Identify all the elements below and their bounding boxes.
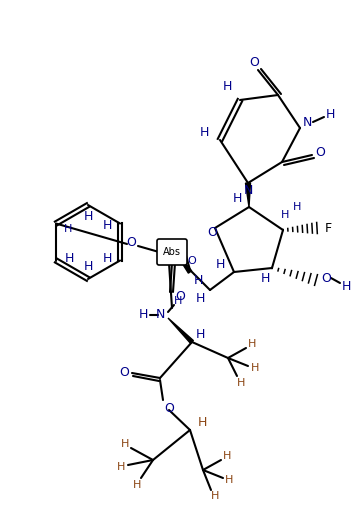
Text: H: H bbox=[102, 252, 112, 265]
Text: H: H bbox=[83, 260, 93, 274]
Text: H: H bbox=[102, 219, 112, 232]
Text: N: N bbox=[155, 309, 165, 321]
Text: O: O bbox=[249, 56, 259, 69]
Text: N: N bbox=[303, 116, 313, 128]
Polygon shape bbox=[245, 183, 250, 207]
Text: H: H bbox=[64, 224, 72, 234]
Text: H: H bbox=[64, 252, 74, 265]
Text: H: H bbox=[211, 491, 219, 501]
Text: F: F bbox=[325, 221, 332, 235]
Text: H: H bbox=[83, 210, 93, 224]
Text: H: H bbox=[251, 363, 259, 373]
Text: N: N bbox=[243, 184, 253, 197]
Text: O: O bbox=[126, 237, 136, 249]
Text: H: H bbox=[199, 126, 209, 139]
Text: H: H bbox=[293, 202, 301, 212]
Text: H: H bbox=[223, 451, 231, 461]
Text: O: O bbox=[175, 290, 185, 304]
Polygon shape bbox=[172, 247, 192, 273]
Text: H: H bbox=[222, 80, 232, 94]
FancyBboxPatch shape bbox=[157, 239, 187, 265]
Text: H: H bbox=[121, 439, 129, 449]
Text: O: O bbox=[164, 401, 174, 414]
Text: H: H bbox=[225, 475, 233, 485]
Text: H: H bbox=[133, 480, 141, 490]
Text: H: H bbox=[237, 378, 245, 388]
Text: H: H bbox=[281, 210, 289, 220]
Text: H: H bbox=[193, 274, 203, 287]
Text: H: H bbox=[138, 309, 148, 321]
Text: H: H bbox=[195, 328, 205, 340]
Text: H: H bbox=[248, 339, 256, 349]
Text: O: O bbox=[315, 146, 325, 158]
Polygon shape bbox=[168, 318, 193, 343]
Text: H: H bbox=[215, 258, 225, 271]
Text: O: O bbox=[188, 256, 196, 266]
Text: H: H bbox=[260, 271, 270, 285]
Text: O: O bbox=[321, 271, 331, 285]
Text: H: H bbox=[341, 279, 351, 292]
Text: H: H bbox=[174, 296, 182, 306]
Text: O: O bbox=[119, 367, 129, 379]
Text: H: H bbox=[197, 416, 207, 429]
Text: O: O bbox=[207, 227, 217, 239]
Text: H: H bbox=[325, 108, 335, 122]
Text: H: H bbox=[117, 462, 125, 472]
Text: H: H bbox=[232, 191, 242, 205]
Text: Abs: Abs bbox=[163, 247, 181, 257]
Text: H: H bbox=[195, 291, 205, 305]
